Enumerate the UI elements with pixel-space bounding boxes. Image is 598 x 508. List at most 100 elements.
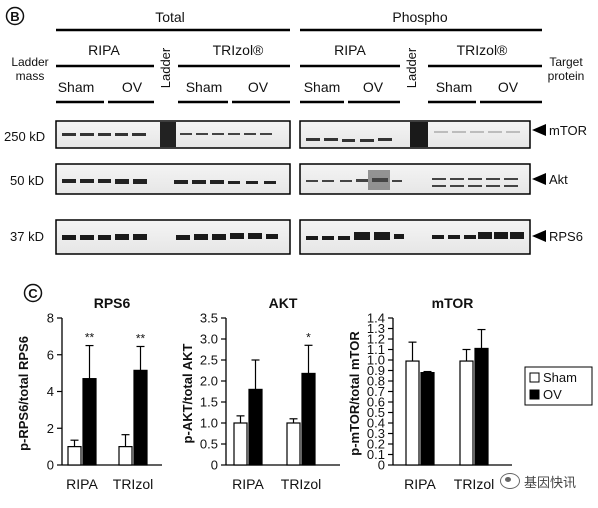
buffer-label-ripa-total: RIPA	[88, 42, 120, 58]
legend-label-ov: OV	[543, 387, 562, 402]
significance-marker: **	[136, 331, 146, 345]
y-tick-label: 2	[47, 421, 54, 436]
bar-sham	[233, 422, 248, 466]
blot-mtor-phospho	[299, 120, 531, 149]
bar-charts: RPS6 p-RPS6/total RPS6 0 2 4 6 8 ** RIPA ** TRIzol…	[16, 295, 512, 492]
blot-rps6-phospho	[299, 219, 531, 255]
x-tick-label: TRIzol	[454, 476, 494, 492]
blot-mtor-total	[55, 120, 291, 149]
x-tick-label: RIPA	[404, 476, 436, 492]
y-tick-label: 1.5	[200, 395, 218, 410]
buffer-label-trizol-phospho: TRIzol®	[457, 42, 508, 58]
blot-rps6-total	[55, 219, 291, 255]
y-tick-label: 1.0	[200, 416, 218, 431]
legend-swatch-ov	[529, 389, 540, 400]
svg-text:Akt: Akt	[549, 172, 568, 187]
chart-akt: AKT p-AKT/total AKT 0 0.5 1.0 1.5 2.0 2.5 3.0 3.5…	[180, 295, 340, 492]
condition-label: Sham	[436, 79, 473, 95]
chart-title: mTOR	[432, 295, 474, 311]
y-tick-label: 1.2	[367, 332, 385, 347]
y-tick-label: 2.5	[200, 353, 218, 368]
condition-label: OV	[363, 79, 384, 95]
target-protein-label-line1: Target	[549, 55, 583, 69]
condition-label: OV	[248, 79, 269, 95]
y-tick-label: 1.0	[367, 353, 385, 368]
group-label-phospho: Phospho	[392, 9, 447, 25]
watermark-text: 基因快讯	[524, 475, 577, 491]
bar-sham	[459, 360, 474, 466]
condition-label: Sham	[186, 79, 223, 95]
target-arrow-akt: Akt	[532, 172, 568, 187]
svg-text:mTOR: mTOR	[549, 123, 587, 138]
mass-label-50: 50 kD	[10, 173, 44, 188]
mass-label-37: 37 kD	[10, 229, 44, 244]
bar-sham	[286, 422, 301, 466]
target-protein-label-line2: protein	[548, 69, 585, 83]
bar-ov	[133, 369, 148, 466]
bar-ov	[82, 378, 97, 466]
y-tick-label: 0.5	[200, 437, 218, 452]
y-tick-label: 3.0	[200, 332, 218, 347]
bar-ov	[474, 347, 489, 466]
blot-akt-total	[55, 163, 291, 195]
y-tick-label: 0.1	[367, 447, 385, 462]
y-tick-label: 4	[47, 384, 54, 399]
y-tick-label: 0.8	[367, 374, 385, 389]
chart-mtor: mTOR p-mTOR/total mTOR 00.10.20.30.40.50.6…	[347, 295, 512, 492]
y-tick-label: 1.4	[367, 311, 385, 326]
svg-text:C: C	[28, 286, 38, 301]
y-axis-label: p-RPS6/total RPS6	[16, 336, 31, 451]
wechat-logo-icon	[500, 473, 520, 489]
svg-text:RPS6: RPS6	[549, 229, 583, 244]
mass-label-250: 250 kD	[4, 129, 45, 144]
panel-c-badge: C	[23, 283, 43, 303]
condition-label: Sham	[58, 79, 95, 95]
y-tick-label: 0.6	[367, 395, 385, 410]
significance-marker: **	[85, 331, 95, 345]
target-arrow-mtor: mTOR	[532, 123, 587, 138]
x-tick-label: TRIzol	[281, 476, 321, 492]
y-tick-label: 3.5	[200, 311, 218, 326]
y-tick-label: 0.5	[367, 405, 385, 420]
group-label-total: Total	[155, 9, 185, 25]
y-tick-label: 0	[47, 458, 54, 473]
condition-label: OV	[498, 79, 519, 95]
ladder-label-phospho: Ladder	[404, 47, 419, 88]
legend-label-sham: Sham	[543, 370, 577, 385]
y-tick-label: 0	[378, 458, 385, 473]
x-tick-label: TRIzol	[113, 476, 153, 492]
y-axis-label: p-mTOR/total mTOR	[347, 331, 362, 456]
bar-ov	[420, 372, 435, 466]
y-tick-label: 1.3	[367, 321, 385, 336]
svg-text:B: B	[10, 9, 19, 24]
y-tick-label: 2.0	[200, 374, 218, 389]
blot-akt-phospho	[299, 163, 531, 195]
bar-ov	[248, 388, 263, 466]
bar-sham	[67, 446, 82, 466]
target-arrow-rps6: RPS6	[532, 229, 583, 244]
y-tick-label: 0.2	[367, 437, 385, 452]
bar-sham	[118, 446, 133, 466]
y-tick-label: 0.9	[367, 363, 385, 378]
bar-sham	[405, 360, 420, 466]
x-tick-label: RIPA	[232, 476, 264, 492]
y-tick-label: 6	[47, 347, 54, 362]
ladder-mass-label-line2: mass	[16, 69, 45, 83]
ladder-label-total: Ladder	[158, 47, 173, 88]
significance-marker: *	[306, 330, 311, 344]
buffer-label-ripa-phospho: RIPA	[334, 42, 366, 58]
ladder-mass-label-line1: Ladder	[11, 55, 48, 69]
y-tick-label: 1.1	[367, 342, 385, 357]
panel-b-badge: B	[5, 6, 25, 26]
y-tick-label: 0	[211, 458, 218, 473]
condition-label: Sham	[304, 79, 341, 95]
chart-title: AKT	[269, 295, 298, 311]
chart-legend: Sham OV	[524, 366, 593, 406]
legend-swatch-sham	[529, 372, 540, 383]
bar-ov	[301, 372, 316, 466]
buffer-label-trizol-total: TRIzol®	[213, 42, 264, 58]
chart-rps6: RPS6 p-RPS6/total RPS6 0 2 4 6 8 ** RIPA ** TRIzol	[16, 295, 162, 492]
x-tick-label: RIPA	[66, 476, 98, 492]
y-tick-label: 8	[47, 311, 54, 326]
